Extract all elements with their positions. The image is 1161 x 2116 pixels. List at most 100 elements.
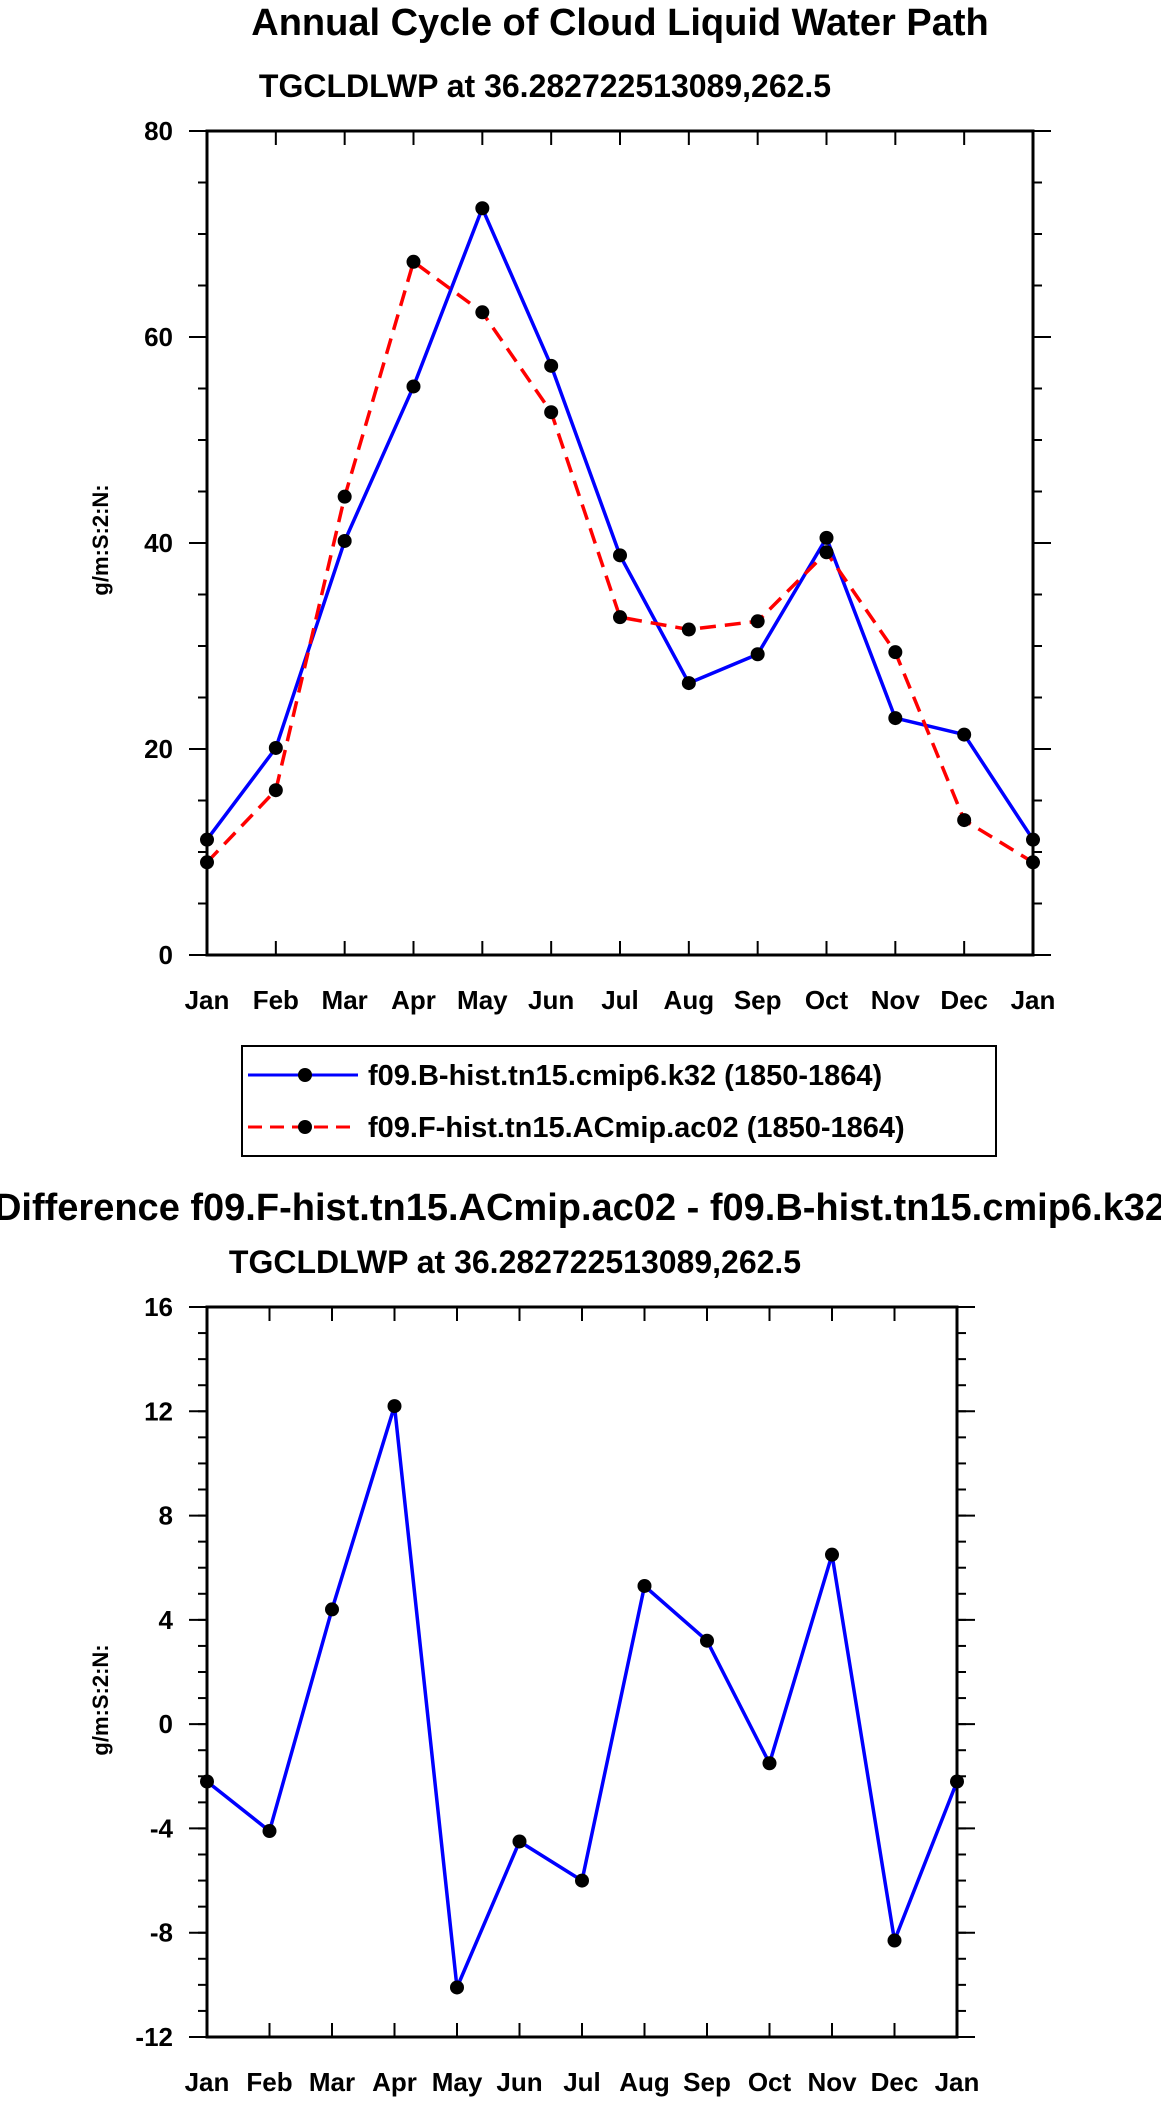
chart-2-series-1-point	[325, 1602, 339, 1617]
chart-1-series-1-point	[888, 711, 903, 726]
chart-2-x-tick-label: Jan	[935, 2067, 980, 2097]
chart-2-title: Difference f09.F-hist.tn15.ACmip.ac02 - …	[0, 1187, 1161, 1229]
chart-1-x-tick-label: Oct	[805, 985, 849, 1015]
chart-1-series-2-point	[337, 489, 352, 504]
chart-1-x-tick-label: Nov	[871, 985, 921, 1015]
chart-2-series-1-point	[762, 1756, 777, 1771]
chart-1-x-tick-label: Apr	[391, 985, 436, 1015]
chart-1-x-tick-label: Aug	[664, 985, 715, 1015]
chart-1-series-2-point	[406, 254, 421, 269]
chart-2-series-line-1	[205, 1404, 959, 1990]
chart-2-series-1-point	[637, 1578, 652, 1593]
chart-1-subtitle: TGCLDLWP at 36.282722513089,262.5	[259, 68, 831, 104]
chart-1-series-1-point	[1026, 832, 1040, 847]
chart-2-y-tick-label: 8	[159, 1501, 173, 1531]
chart-2-axes: Jan Feb Mar Apr May Jun Jul Aug Sep Oct Nov Dec Jan-…	[135, 1292, 979, 2097]
chart-2-x-tick-label: Nov	[807, 2067, 857, 2097]
chart-2-series-1-point	[200, 1774, 214, 1789]
chart-1-series-2-point	[544, 405, 559, 420]
chart-1-y-tick-label: 0	[159, 940, 173, 970]
legend: f09.B-hist.tn15.cmip6.k32 (1850-1864) f0…	[241, 1045, 997, 1157]
chart-1-frame	[205, 129, 1035, 957]
legend-label-1: f09.B-hist.tn15.cmip6.k32 (1850-1864)	[368, 1060, 882, 1092]
chart-1-series-1-point	[681, 676, 696, 691]
chart-1-ylabel: g/m:S:2:N:	[88, 484, 113, 595]
chart-2-series-1-point	[450, 1980, 464, 1995]
chart-2-x-tick-label: Aug	[619, 2067, 670, 2097]
chart-1-x-tick-label: Mar	[322, 985, 368, 1015]
chart-1-series-2-point	[475, 305, 490, 320]
chart-2-y-tick-label: -8	[150, 1918, 173, 1948]
chart-2-x-tick-label: Jan	[185, 2067, 230, 2097]
chart-1-series-2-point	[613, 610, 627, 625]
chart-2-series-1-point	[950, 1774, 964, 1789]
chart-1-series-1-point	[613, 548, 627, 563]
chart-2-y-tick-label: 4	[159, 1605, 174, 1635]
chart-1-series-2-point	[888, 645, 903, 660]
chart-1-x-tick-label: Sep	[734, 985, 782, 1015]
chart-1-series-2-point	[268, 783, 283, 798]
chart-2-series-1-point	[887, 1933, 902, 1948]
legend-entry-1: f09.B-hist.tn15.cmip6.k32 (1850-1864)	[248, 1060, 882, 1092]
chart-2-x-tick-label: Jun	[496, 2067, 542, 2097]
legend-label-2: f09.F-hist.tn15.ACmip.ac02 (1850-1864)	[368, 1112, 905, 1144]
legend-entry-2: f09.F-hist.tn15.ACmip.ac02 (1850-1864)	[248, 1112, 905, 1144]
chart-2-series-1-point	[387, 1399, 402, 1414]
chart-1-series-1-point	[475, 201, 490, 216]
chart-2-x-tick-label: Oct	[748, 2067, 792, 2097]
chart-1-x-tick-label: Jan	[185, 985, 230, 1015]
chart-1-series-1-point	[406, 379, 421, 394]
chart-2-x-tick-label: May	[432, 2067, 483, 2097]
chart-1-series-2-point	[200, 855, 214, 870]
chart-2-plot-area	[200, 1399, 964, 1995]
chart-1-series-1-point	[200, 832, 214, 847]
chart-1-y-tick-label: 80	[144, 116, 173, 146]
chart-2-y-tick-label: -4	[150, 1813, 174, 1843]
chart-1-plot-area	[200, 201, 1040, 870]
legend-marker-blue	[298, 1068, 312, 1082]
chart-2-series-1-point	[512, 1834, 527, 1849]
chart-2-subtitle: TGCLDLWP at 36.282722513089,262.5	[229, 1244, 801, 1280]
chart-1-series-2-point	[750, 614, 765, 629]
chart-2-y-tick-label: 16	[144, 1292, 173, 1322]
chart-1-series-1-point	[957, 727, 972, 742]
chart-2-y-tick-label: 0	[159, 1709, 173, 1739]
chart-2-x-tick-label: Dec	[871, 2067, 919, 2097]
chart-1-title: Annual Cycle of Cloud Liquid Water Path	[251, 2, 989, 44]
chart-1-series-1-point	[268, 740, 283, 755]
chart-1-x-tick-label: Dec	[940, 985, 988, 1015]
chart-1-x-tick-label: Feb	[253, 985, 299, 1015]
chart-1-x-tick-label: Jul	[601, 985, 639, 1015]
chart-1-series-1-point	[544, 358, 559, 373]
chart-1-series-1-point	[337, 533, 352, 548]
chart-1-series-line-1	[205, 206, 1035, 841]
chart-1-y-tick-label: 20	[144, 734, 173, 764]
chart-2-frame	[205, 1305, 959, 2039]
chart-1-x-tick-label: Jan	[1011, 985, 1056, 1015]
chart-1-series-1-point	[750, 647, 765, 662]
chart-2-x-tick-label: Apr	[372, 2067, 417, 2097]
chart-2-x-tick-label: Jul	[563, 2067, 601, 2097]
chart-1-series-2-point	[681, 622, 696, 637]
chart-2-ylabel: g/m:S:2:N:	[88, 1644, 113, 1755]
chart-2-x-tick-label: Mar	[309, 2067, 355, 2097]
chart-1-x-tick-label: May	[457, 985, 508, 1015]
chart-2-series-1-point	[825, 1547, 839, 1562]
chart-2-y-tick-label: -12	[135, 2022, 173, 2052]
chart-1-axes: Jan Feb Mar Apr May Jun Jul Aug Sep Oct Nov Dec Jan 0…	[144, 116, 1055, 1015]
chart-2-y-tick-label: 12	[144, 1396, 173, 1426]
chart-1-x-tick-label: Jun	[528, 985, 574, 1015]
chart-1-y-tick-label: 60	[144, 322, 173, 352]
legend-marker-red	[298, 1120, 312, 1134]
chart-2-series-1-point	[575, 1873, 589, 1888]
chart-1-series-1-point	[819, 530, 834, 545]
chart-2-x-tick-label: Feb	[246, 2067, 292, 2097]
legend-box	[241, 1045, 997, 1157]
chart-2-series-1-point	[700, 1633, 714, 1648]
chart-1-series-2-point	[957, 813, 972, 828]
chart-1-series-2-point	[1026, 855, 1040, 870]
chart-2-series-1-point	[262, 1824, 277, 1839]
chart-1-y-tick-label: 40	[144, 528, 173, 558]
chart-2-x-tick-label: Sep	[683, 2067, 731, 2097]
